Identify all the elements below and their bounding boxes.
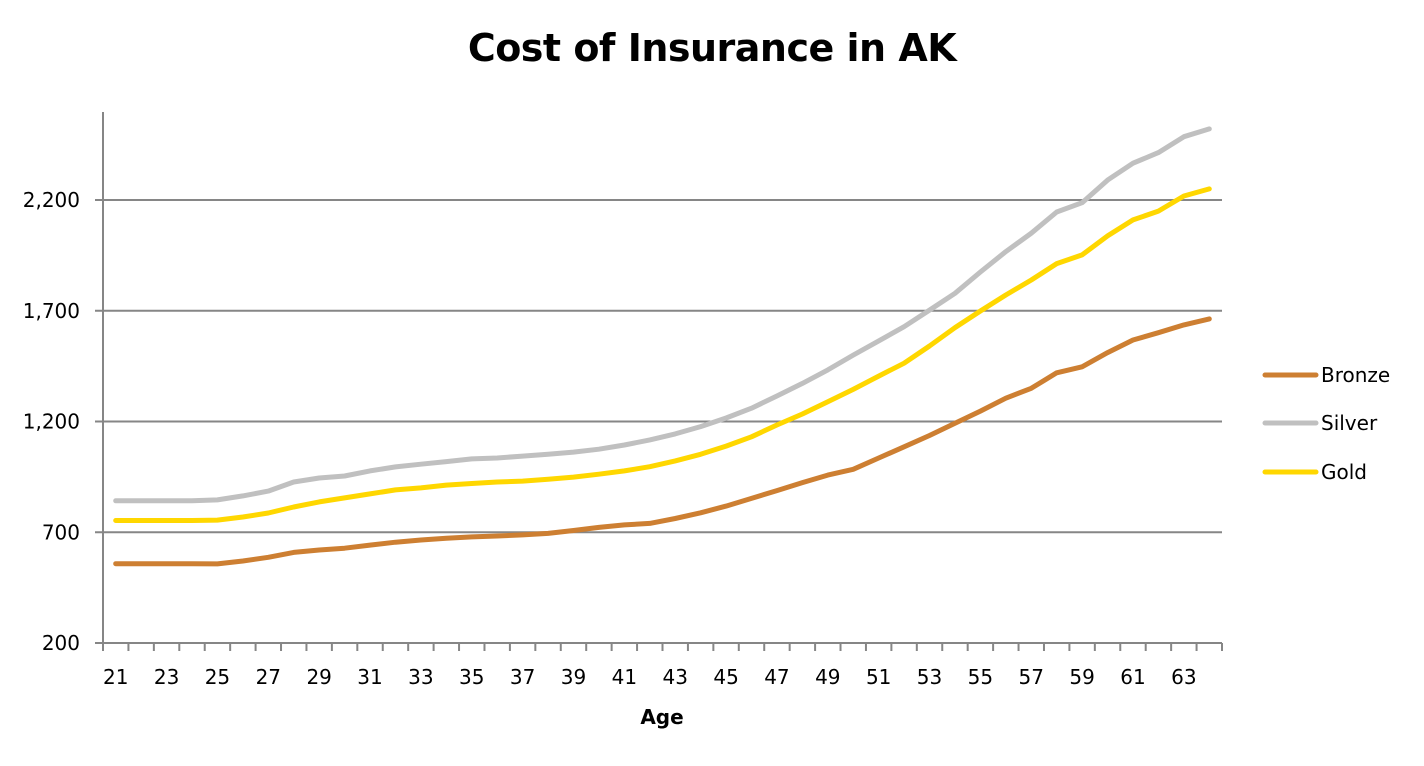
legend-label: Gold: [1321, 460, 1367, 484]
x-tick-label: 31: [357, 665, 382, 689]
x-tick-label: 21: [103, 665, 128, 689]
x-tick-label: 49: [815, 665, 840, 689]
x-tick-label: 25: [205, 665, 230, 689]
legend-item-gold: Gold: [1262, 460, 1367, 484]
series-line-gold: [113, 186, 1212, 523]
x-tick-label: 47: [764, 665, 789, 689]
x-axis-tick-labels: 21 23 25 27 29 31 33 35 37 39 41 43 45 47 49 51 53 55 57 59…: [103, 665, 1197, 689]
x-tick-label: 29: [306, 665, 331, 689]
x-tick-label: 63: [1171, 665, 1196, 689]
series-line-silver: [113, 126, 1212, 504]
x-tick-label: 33: [408, 665, 433, 689]
x-tick-label: 45: [713, 665, 738, 689]
series-line-bronze: [113, 316, 1212, 567]
x-tick-label: 39: [561, 665, 586, 689]
x-tick-label: 37: [510, 665, 535, 689]
x-tick-label: 55: [968, 665, 993, 689]
y-tick-label: 1,700: [23, 299, 80, 323]
x-tick-label: 53: [917, 665, 942, 689]
y-tick-label: 700: [42, 520, 80, 544]
y-tick-label: 1,200: [23, 410, 80, 434]
x-tick-label: 57: [1019, 665, 1044, 689]
y-tick-label: 200: [42, 631, 80, 655]
x-tick-label: 43: [662, 665, 687, 689]
x-tick-label: 61: [1120, 665, 1145, 689]
legend-label: Silver: [1321, 411, 1378, 435]
chart-title: Cost of Insurance in AK: [467, 26, 957, 70]
y-axis-tick-labels: 200 700 1,200 1,700 2,200: [23, 188, 80, 655]
x-tick-label: 59: [1069, 665, 1094, 689]
x-tick-label: 35: [459, 665, 484, 689]
series-lines: [113, 126, 1212, 567]
y-tick-label: 2,200: [23, 188, 80, 212]
legend: Bronze Silver Gold: [1262, 363, 1390, 484]
gridlines: [95, 199, 1222, 534]
x-tick-label: 23: [154, 665, 179, 689]
x-tick-label: 27: [256, 665, 281, 689]
legend-item-silver: Silver: [1262, 411, 1378, 435]
legend-item-bronze: Bronze: [1262, 363, 1390, 387]
x-tick-label: 51: [866, 665, 891, 689]
axes: [95, 112, 1223, 651]
x-axis-label: Age: [640, 705, 683, 729]
x-tick-label: 41: [612, 665, 637, 689]
legend-label: Bronze: [1321, 363, 1390, 387]
